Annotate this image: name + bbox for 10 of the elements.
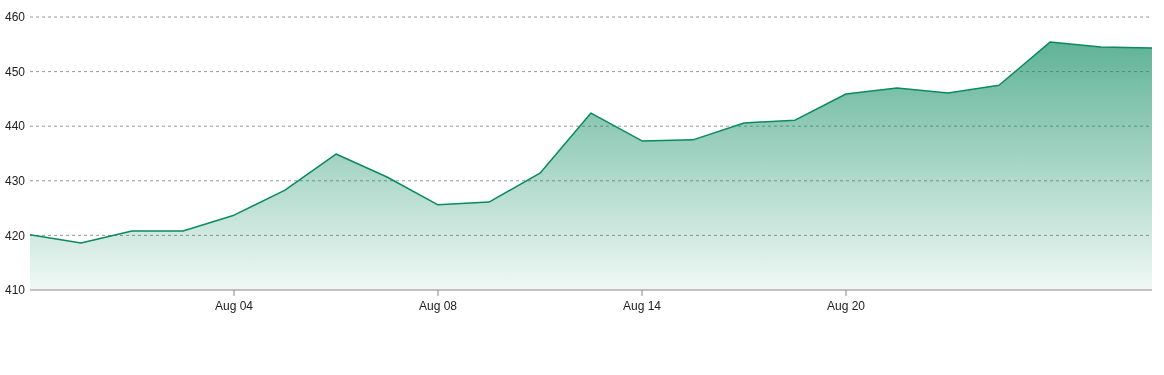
y-tick-label: 410: [4, 283, 26, 298]
y-tick-label: 460: [4, 10, 26, 25]
x-tick-label: Aug 04: [214, 299, 254, 313]
y-tick-label: 430: [4, 174, 26, 188]
x-tick-label: Aug 08: [418, 299, 458, 313]
y-tick-label: 450: [4, 64, 26, 79]
x-tick-label: Aug 14: [622, 299, 662, 313]
y-tick-label: 440: [4, 119, 26, 134]
y-tick-label: 420: [4, 228, 26, 243]
x-tick-label: Aug 20: [826, 299, 866, 313]
